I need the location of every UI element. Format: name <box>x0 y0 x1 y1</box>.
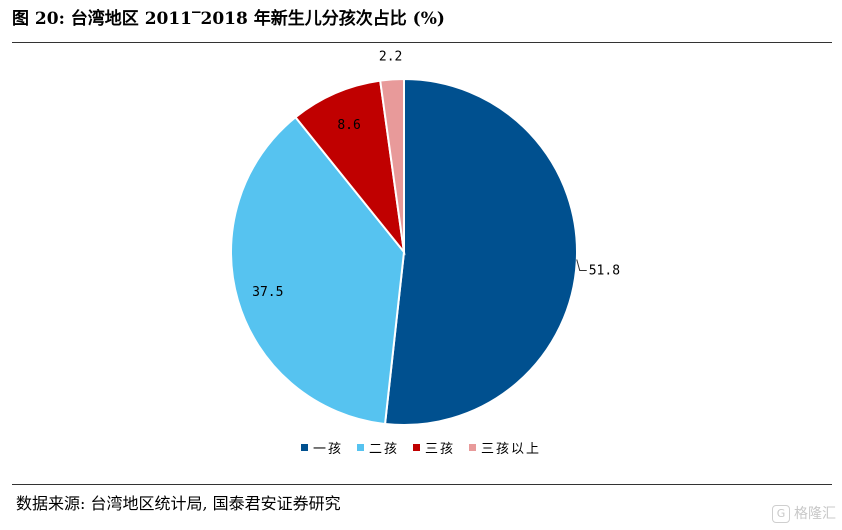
data-label-1: 51.8 <box>589 263 620 278</box>
chart-legend: 一孩 二孩 三孩 三孩以上 <box>0 437 842 457</box>
legend-item-1: 一孩 <box>300 438 343 457</box>
chart-title: 图 20: 台湾地区 2011‾2018 年新生儿分孩次占比 (%) <box>12 9 445 29</box>
data-label-3: 8.6 <box>337 118 360 133</box>
data-label-2: 37.5 <box>252 285 283 300</box>
legend-label: 二孩 <box>368 441 399 457</box>
legend-swatch-icon <box>300 443 308 451</box>
pie-slice-2 <box>230 115 406 426</box>
legend-item-4: 三孩以上 <box>469 438 541 457</box>
pie-chart: 51.8 37.5 8.6 2.2 <box>230 50 620 426</box>
data-label-4: 2.2 <box>379 50 402 65</box>
legend-label: 一孩 <box>312 441 343 457</box>
legend-swatch-icon <box>356 443 364 451</box>
leader-line-1 <box>576 259 587 271</box>
data-source-note: 数据来源: 台湾地区统计局, 国泰君安证券研究 <box>16 494 341 513</box>
watermark-logo-icon: G <box>772 505 790 523</box>
pie-slices <box>230 77 578 426</box>
pie-slice-1 <box>383 77 578 426</box>
watermark-text: 格隆汇 <box>794 506 836 522</box>
watermark: G 格隆汇 <box>772 504 836 524</box>
legend-label: 三孩 <box>425 441 456 457</box>
legend-item-3: 三孩 <box>413 438 455 457</box>
pie-data-labels: 51.8 37.5 8.6 2.2 <box>252 50 620 300</box>
pie-slice-4 <box>379 77 405 253</box>
source-divider <box>12 484 832 485</box>
legend-swatch-icon <box>413 443 420 451</box>
legend-item-2: 二孩 <box>356 438 399 457</box>
legend-label: 三孩以上 <box>481 441 542 457</box>
legend-swatch-icon <box>469 443 477 451</box>
title-divider <box>12 42 832 43</box>
pie-slice-3 <box>294 79 406 256</box>
